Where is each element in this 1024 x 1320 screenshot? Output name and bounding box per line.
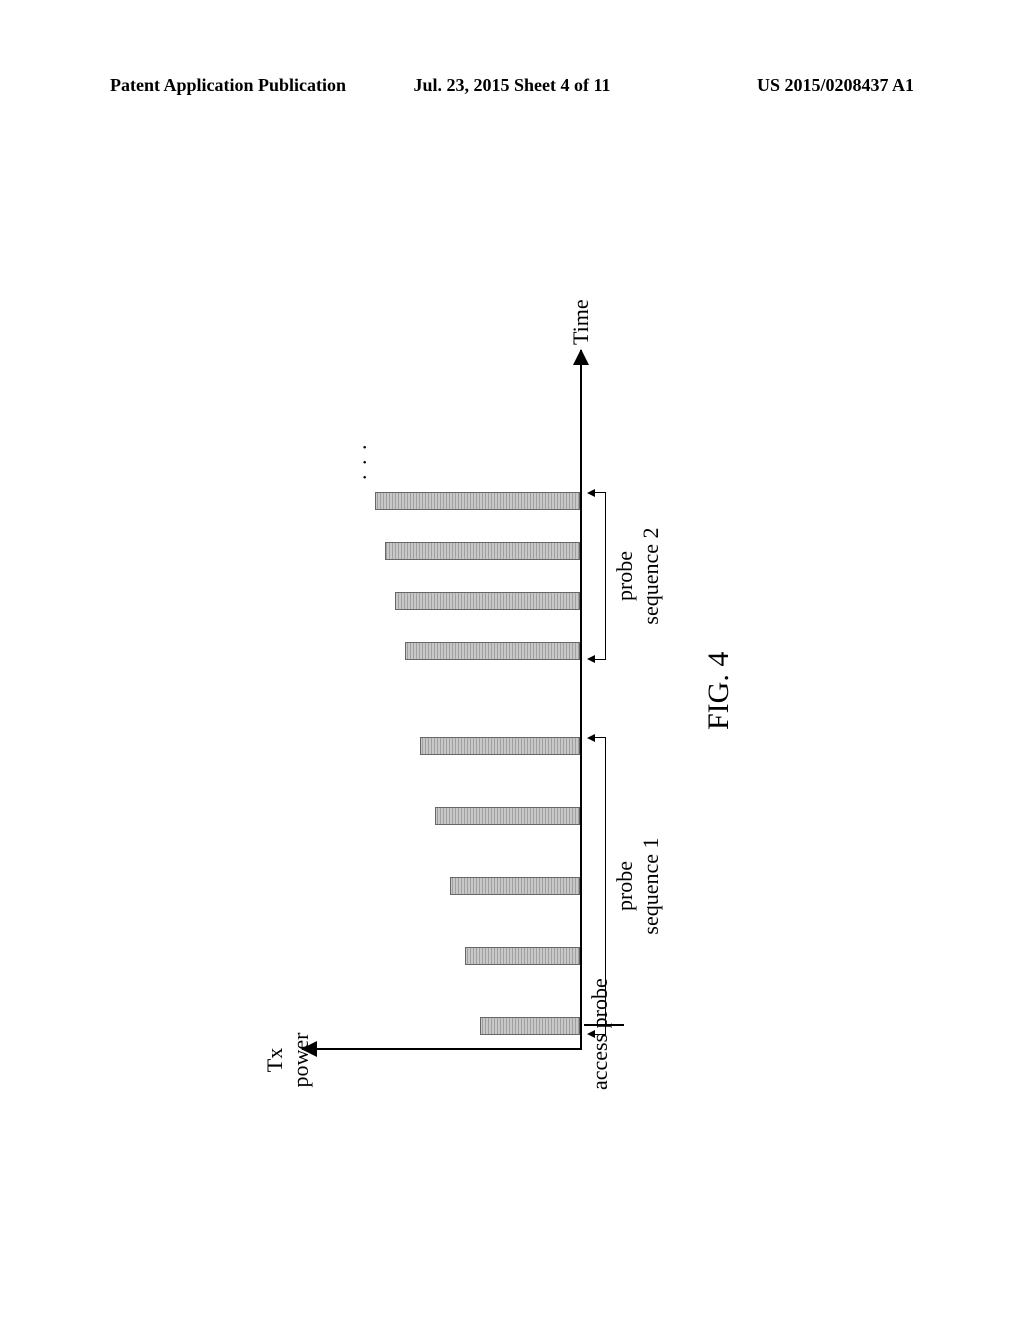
seq2-label-line2: sequence 2	[638, 527, 663, 624]
probe-bar	[385, 542, 580, 560]
rotated-figure: Tx power . . . Time access probe probe s…	[262, 230, 762, 1130]
chart-container: . . . Time	[302, 350, 582, 1050]
seq2-bracket	[592, 492, 606, 660]
bracket-arrow-icon	[587, 655, 595, 663]
probe-bar	[420, 737, 580, 755]
continuation-dots: . . .	[346, 443, 372, 481]
seq1-bracket	[592, 737, 606, 1035]
probe-bar	[480, 1017, 580, 1035]
y-label-line1: Tx	[262, 1048, 287, 1072]
seq2-label: probe sequence 2	[612, 521, 665, 631]
figure-caption: FIG. 4	[702, 652, 736, 730]
header-left: Patent Application Publication	[110, 75, 346, 96]
seq1-label-line2: sequence 1	[638, 837, 663, 934]
seq1-label-line1: probe	[612, 861, 637, 911]
probe-bar	[465, 947, 580, 965]
header-center: Jul. 23, 2015 Sheet 4 of 11	[413, 75, 610, 96]
probe-bar	[450, 877, 580, 895]
figure-area: Tx power . . . Time access probe probe s…	[0, 180, 1024, 1180]
seq1-label: probe sequence 1	[612, 831, 665, 941]
x-axis-arrow-icon	[573, 349, 589, 365]
probe-bar	[395, 592, 580, 610]
y-axis	[302, 1048, 582, 1050]
bracket-arrow-icon	[587, 489, 595, 497]
bracket-arrow-icon	[587, 1030, 595, 1038]
seq2-label-line1: probe	[612, 551, 637, 601]
x-axis	[580, 350, 582, 1050]
probe-bar	[435, 807, 580, 825]
x-axis-label: Time	[568, 299, 594, 345]
bracket-arrow-icon	[587, 734, 595, 742]
header-right: US 2015/0208437 A1	[757, 75, 914, 96]
probe-bar	[405, 642, 580, 660]
probe-bar	[375, 492, 580, 510]
y-axis-arrow-icon	[301, 1041, 317, 1057]
